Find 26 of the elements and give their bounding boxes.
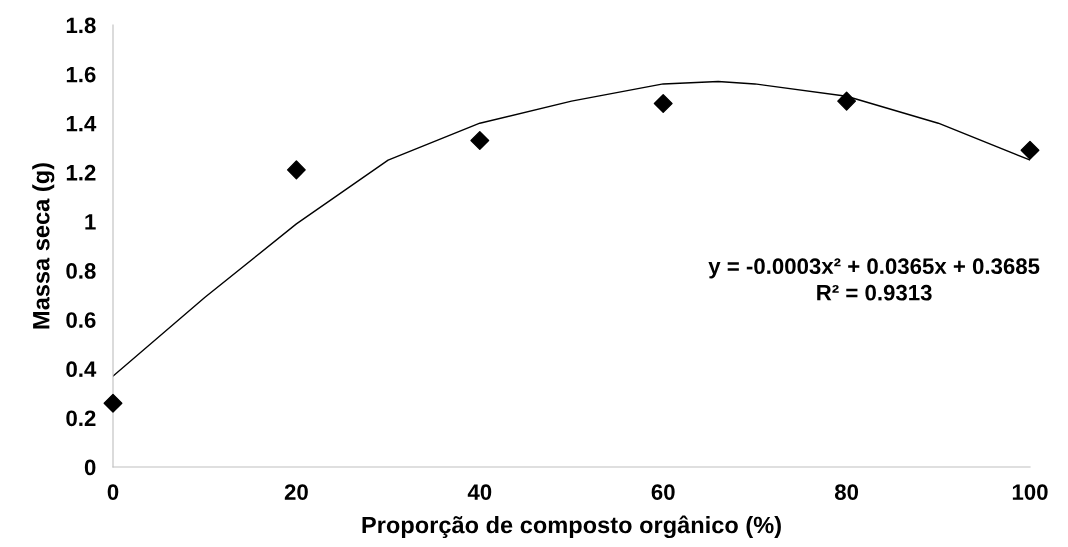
x-axis-title: Proporção de composto orgânico (%): [362, 515, 781, 539]
point: [103, 393, 123, 413]
y-tick-label: 1: [85, 214, 96, 230]
y-tick-label: 0.8: [66, 263, 96, 279]
y-tick-label: 0.4: [66, 361, 97, 378]
x-tick-label: 80: [834, 484, 859, 500]
x-tick-label: 20: [284, 484, 308, 500]
y-tick-label: 0: [84, 459, 96, 476]
x-tick-label: 0: [107, 484, 119, 500]
point: [1020, 140, 1040, 160]
y-tick-label: 1.6: [66, 66, 96, 83]
y-tick-label: 0.2: [66, 410, 96, 427]
annotation: y = -0.0003x² + 0.0365x + 0.3685: [708, 258, 1040, 279]
annotation: R² = 0.9313: [817, 284, 932, 301]
x-tick-label: 100: [1012, 484, 1048, 500]
y-axis-title: Massa seca (g): [32, 163, 55, 329]
point: [837, 91, 857, 111]
y-tick-label: 1.8: [66, 17, 96, 34]
y-tick-label: 1.4: [66, 115, 97, 132]
point: [470, 130, 490, 150]
x-tick-label: 60: [651, 484, 675, 500]
y-tick-label: 1.2: [66, 164, 96, 181]
x-tick-label: 40: [467, 484, 492, 500]
point: [653, 94, 673, 114]
point: [286, 160, 306, 180]
y-tick-label: 0.6: [66, 312, 96, 328]
